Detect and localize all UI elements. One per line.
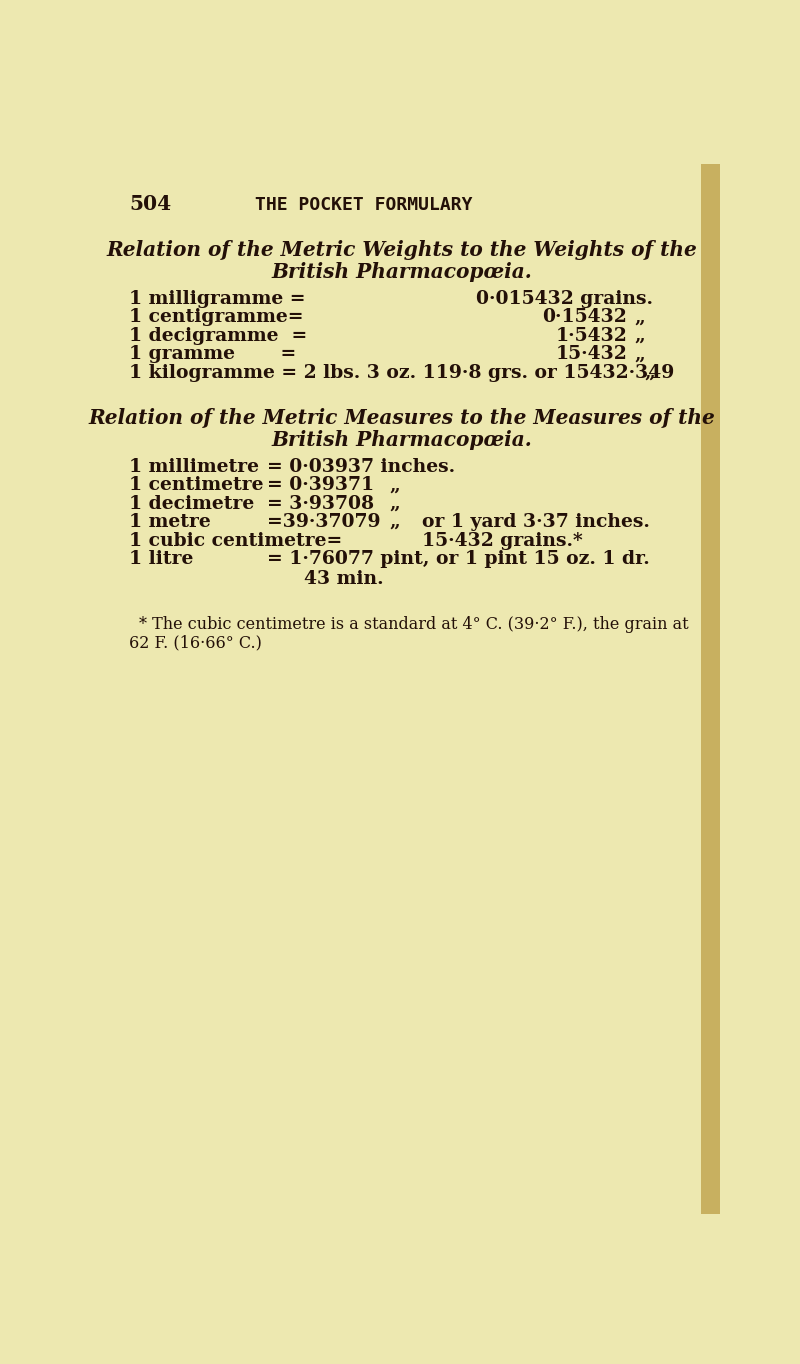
Text: 1 centigramme=: 1 centigramme= [130,308,304,326]
Text: „: „ [645,364,655,382]
Text: 1 decigramme  =: 1 decigramme = [130,327,308,345]
Text: 0·015432 grains.: 0·015432 grains. [475,289,653,308]
Text: „: „ [634,345,646,363]
Text: 1 centimetre: 1 centimetre [130,476,264,494]
Text: 15·432: 15·432 [555,345,627,363]
Text: 15·432 grains.*: 15·432 grains.* [422,532,583,550]
Text: 1 gramme       =: 1 gramme = [130,345,297,363]
Text: 1 metre: 1 metre [130,513,211,531]
Text: 43 min.: 43 min. [304,570,383,588]
Text: =39·37079: =39·37079 [266,513,380,531]
Text: British Pharmacopœia.: British Pharmacopœia. [272,262,533,281]
Text: 1 kilogramme = 2 lbs. 3 oz. 119·8 grs. or 15432·349: 1 kilogramme = 2 lbs. 3 oz. 119·8 grs. o… [130,364,674,382]
FancyBboxPatch shape [701,164,720,1214]
Text: THE POCKET FORMULARY: THE POCKET FORMULARY [255,196,473,214]
Text: * The cubic centimetre is a standard at 4° C. (39·2° F.), the grain at: * The cubic centimetre is a standard at … [138,615,688,633]
Text: 0·15432: 0·15432 [542,308,627,326]
Text: 1 litre: 1 litre [130,550,194,567]
Text: = 1·76077 pint, or 1 pint 15 oz. 1 dr.: = 1·76077 pint, or 1 pint 15 oz. 1 dr. [266,550,650,567]
Text: 1 decimetre: 1 decimetre [130,495,254,513]
Text: 62 F. (16·66° C.): 62 F. (16·66° C.) [130,634,262,651]
Text: = 0·03937 inches.: = 0·03937 inches. [266,458,454,476]
Text: „: „ [390,513,401,531]
Text: 1 millimetre: 1 millimetre [130,458,259,476]
Text: or 1 yard 3·37 inches.: or 1 yard 3·37 inches. [422,513,650,531]
Text: 1 cubic centimetre=: 1 cubic centimetre= [130,532,342,550]
Text: „: „ [634,327,646,345]
Text: 1 milligramme =: 1 milligramme = [130,289,306,308]
Text: 504: 504 [130,194,172,214]
Text: Relation of the Metric Measures to the Measures of the: Relation of the Metric Measures to the M… [89,408,716,428]
Text: = 3·93708: = 3·93708 [266,495,374,513]
Text: „: „ [390,495,401,513]
Text: 1·5432: 1·5432 [555,327,627,345]
Text: = 0·39371: = 0·39371 [266,476,374,494]
Text: Relation of the Metric Weights to the Weights of the: Relation of the Metric Weights to the We… [107,240,698,261]
Text: British Pharmacopœia.: British Pharmacopœia. [272,430,533,450]
Text: „: „ [390,476,401,494]
Text: „: „ [634,308,646,326]
